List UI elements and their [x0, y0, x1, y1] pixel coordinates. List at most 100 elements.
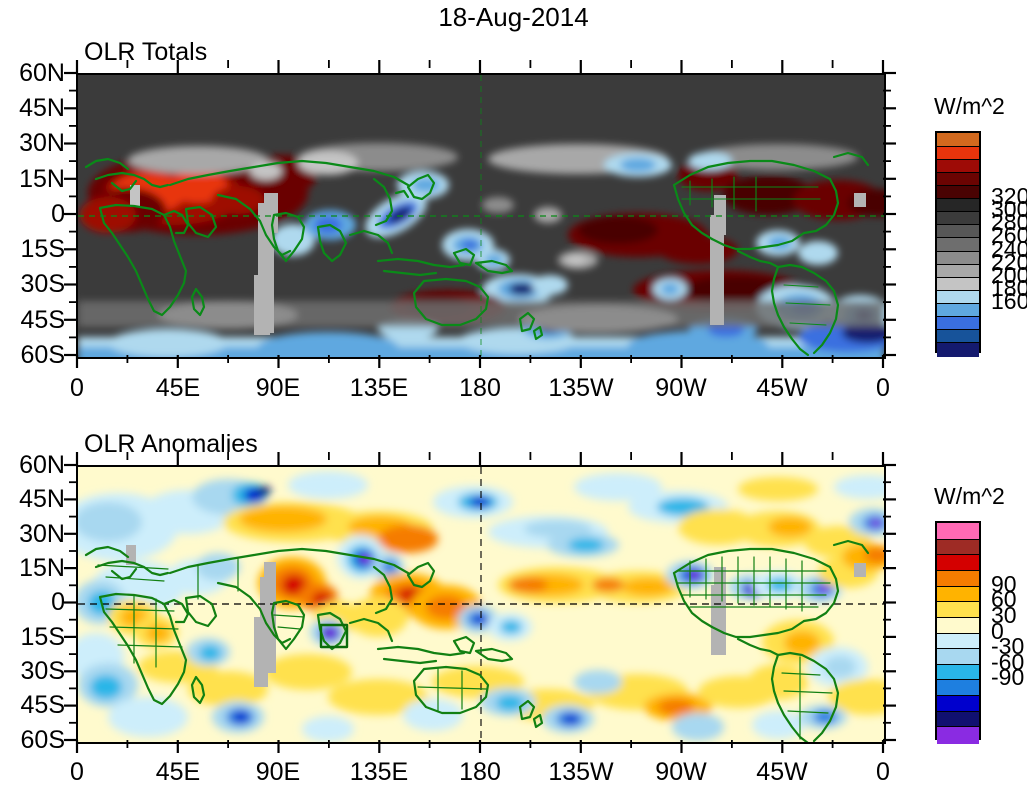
xlabel-anom-0b: 0: [876, 758, 890, 786]
colorbar-swatch: [937, 679, 979, 697]
ylabel-totals-0: 0: [51, 200, 65, 228]
xlabel-totals-180: 180: [459, 374, 501, 402]
colorbar-totals: [935, 131, 981, 357]
ylabel-totals-45N: 45N: [19, 94, 65, 122]
ylabel-totals-30S: 30S: [20, 270, 65, 298]
colorbar-tick-label: 220: [991, 248, 1027, 275]
colorbar-swatch: [937, 569, 979, 588]
xlabel-anom-45W: 45W: [756, 758, 808, 786]
colorbar-swatch: [937, 146, 979, 161]
ylabel-totals-45S: 45S: [20, 306, 65, 334]
ylabel-anom-0: 0: [51, 588, 65, 616]
xlabel-totals-45W: 45W: [756, 374, 808, 402]
colorbar-swatch: [937, 523, 979, 540]
colorbar-swatch: [937, 224, 979, 240]
colorbar-swatch: [937, 172, 979, 187]
ylabel-anom-30S: 30S: [20, 657, 65, 685]
panel-olr-anomalies: OLR Anomalies: [0, 390, 1027, 788]
xlabel-anom-135E: 135E: [349, 758, 409, 786]
xlabel-anom-45E: 45E: [155, 758, 201, 786]
colorbar-swatch: [937, 538, 979, 556]
ylabel-anom-15N: 15N: [19, 554, 65, 582]
panel-title-olr-totals: OLR Totals: [84, 38, 208, 66]
missing-data-strip-anomalies-2: [711, 567, 726, 655]
colorbar-tick-label: -90: [991, 664, 1025, 691]
xlabel-totals-135E: 135E: [349, 374, 409, 402]
colorbar-anomalies: [935, 521, 981, 744]
colorbar-unit-anomalies: W/m^2: [934, 483, 1005, 509]
xlabel-anom-180: 180: [459, 758, 501, 786]
xlabel-anom-0a: 0: [70, 758, 84, 786]
colorbar-tick-label: 200: [991, 261, 1027, 288]
colorbar-swatch: [937, 585, 979, 603]
colorbar-swatch: [937, 159, 979, 174]
ylabel-totals-30N: 30N: [19, 129, 65, 157]
colorbar-swatch: [937, 315, 979, 331]
colorbar-swatch: [937, 695, 979, 713]
ylabel-anom-60N: 60N: [19, 451, 65, 479]
map-olr-totals: [76, 73, 886, 359]
axis-ticks-totals: [64, 60, 896, 368]
colorbar-swatch: [937, 710, 979, 728]
xlabel-totals-90E: 90E: [255, 374, 301, 402]
colorbar-swatch: [937, 601, 979, 619]
coastlines-totals: [84, 151, 870, 357]
colorbar-swatch: [937, 250, 979, 266]
colorbar-swatch: [937, 616, 979, 635]
colorbar-tick-label: 30: [991, 601, 1017, 628]
colorbar-swatch: [937, 554, 979, 572]
colorbar-swatch: [937, 341, 979, 357]
colorbar-swatch: [937, 263, 979, 279]
colorbar-swatch: [937, 726, 979, 744]
colorbar-swatch: [937, 328, 979, 344]
missing-data-strip-totals: [254, 193, 278, 335]
axis-ticks-anomalies: [64, 452, 896, 753]
colorbar-swatch: [937, 632, 979, 650]
xlabel-anom-90E: 90E: [255, 758, 301, 786]
colorbar-tick-label: 240: [991, 235, 1027, 262]
colorbar-tick-label: 180: [991, 274, 1027, 301]
colorbar-swatch: [937, 289, 979, 305]
coastlines-anomalies: [84, 539, 870, 742]
map-canvas-totals: [78, 75, 884, 357]
colorbar-swatch: [937, 276, 979, 292]
ylabel-anom-15S: 15S: [20, 623, 65, 651]
xlabel-totals-45E: 45E: [155, 374, 201, 402]
ylabel-totals-15S: 15S: [20, 235, 65, 263]
xlabel-anom-90W: 90W: [655, 758, 707, 786]
colorbar-swatch: [937, 198, 979, 213]
ylabel-anom-45S: 45S: [20, 691, 65, 719]
map-canvas-anomalies: [78, 467, 884, 742]
xlabel-totals-0a: 0: [70, 374, 84, 402]
colorbar-tick-label: 280: [991, 209, 1027, 236]
panel-olr-totals: OLR Totals: [19, 38, 1027, 402]
page-title: 18-Aug-2014: [438, 2, 589, 32]
colorbar-tick-label: 260: [991, 222, 1027, 249]
colorbar-swatch: [937, 663, 979, 682]
colorbar-tick-label: 60: [991, 586, 1017, 613]
ylabel-anom-45N: 45N: [19, 485, 65, 513]
ylabel-totals-60S: 60S: [20, 341, 65, 369]
colorbar-tick-label: -30: [991, 633, 1025, 660]
ylabel-anom-30N: 30N: [19, 520, 65, 548]
xlabel-totals-90W: 90W: [655, 374, 707, 402]
xlabel-totals-135W: 135W: [548, 374, 614, 402]
colorbar-swatch: [937, 185, 979, 200]
colorbar-tick-label: 160: [991, 287, 1027, 314]
ylabel-totals-60N: 60N: [19, 59, 65, 87]
colorbar-swatch: [937, 237, 979, 253]
colorbar-tick-label: -60: [991, 648, 1025, 675]
ylabel-totals-15N: 15N: [19, 165, 65, 193]
colorbar-tick-label: 300: [991, 196, 1027, 223]
map-olr-anomalies: [76, 465, 886, 744]
colorbar-swatch: [937, 648, 979, 666]
xlabel-anom-135W: 135W: [548, 758, 614, 786]
colorbar-unit-totals: W/m^2: [934, 93, 1005, 119]
ylabel-anom-60S: 60S: [20, 726, 65, 754]
colorbar-swatch: [937, 302, 979, 318]
xlabel-totals-0b: 0: [876, 374, 890, 402]
colorbar-tick-label: 320: [991, 183, 1027, 210]
colorbar-tick-label: 90: [991, 570, 1017, 597]
colorbar-swatch: [937, 133, 979, 147]
colorbar-swatch: [937, 211, 979, 226]
